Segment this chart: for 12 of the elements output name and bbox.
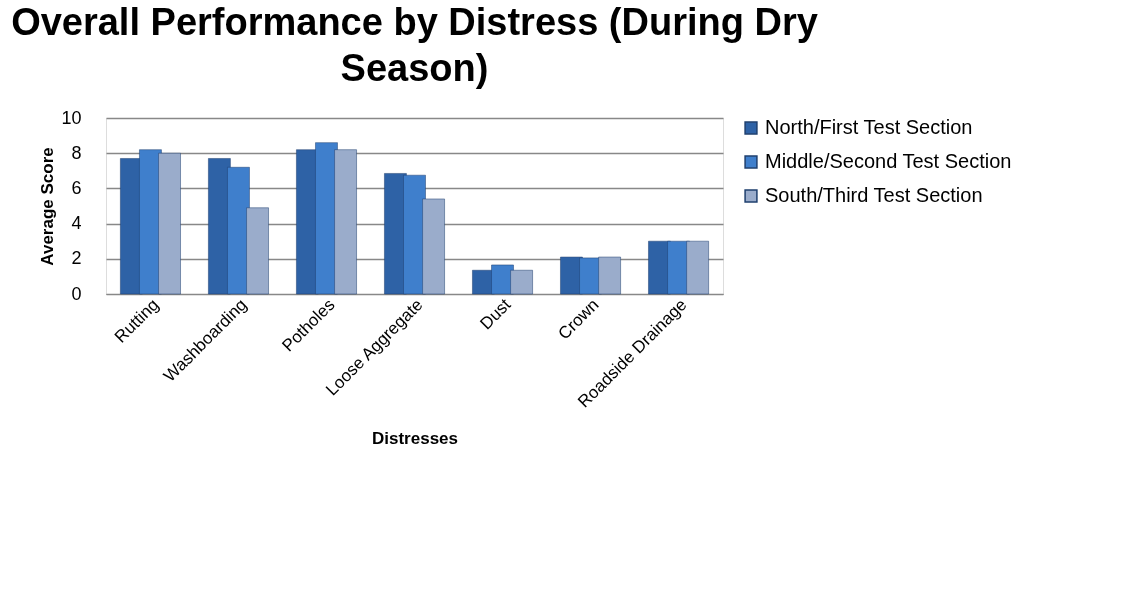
y-tick-label: 10 xyxy=(61,107,82,128)
chart-title: Overall Performance by Distress (During Dry Season) xyxy=(11,1,818,89)
y-axis-title: Average Score xyxy=(38,147,58,266)
legend-label: North/First Test Section xyxy=(765,116,973,138)
y-tick-label: 0 xyxy=(71,283,82,304)
y-tick-label: 8 xyxy=(71,142,82,163)
y-tick-label: 6 xyxy=(71,177,82,198)
y-tick-label: 4 xyxy=(71,213,82,234)
legend-label: Middle/Second Test Section xyxy=(765,150,1012,172)
y-tick-label: 2 xyxy=(71,248,82,269)
x-axis-title: Distresses xyxy=(371,428,459,448)
legend-label: South/Third Test Section xyxy=(765,184,983,206)
